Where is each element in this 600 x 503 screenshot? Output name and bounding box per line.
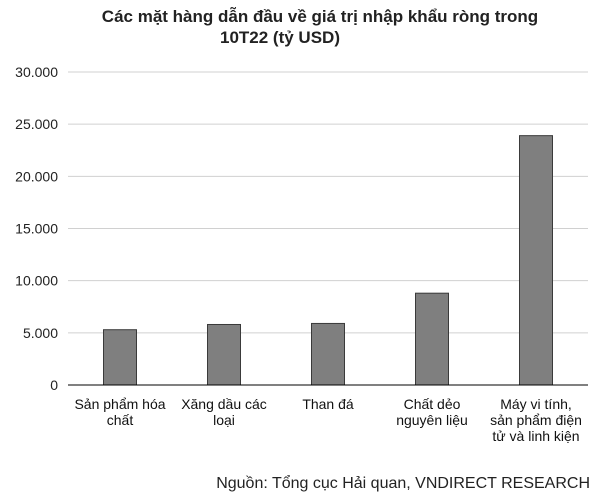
chart-title-line-2: 10T22 (tỷ USD) [220, 28, 340, 47]
chart-title-line-1: Các mặt hàng dẫn đầu về giá trị nhập khẩ… [101, 7, 539, 26]
gridlines [68, 71, 588, 334]
x-category-label: Xăng dầu các loại [181, 396, 267, 428]
y-tick-label: 5.000 [23, 325, 58, 341]
bar [311, 322, 345, 386]
x-category-label: Máy vi tính, sản phẩm điện tử và linh kiện [490, 396, 582, 444]
bars [103, 135, 553, 386]
y-tick-label: 10.000 [15, 273, 58, 289]
bar [415, 292, 449, 386]
x-category-label: Chất dẻo nguyên liệu [396, 396, 468, 428]
x-category-label: Than đá [302, 396, 354, 412]
bar [519, 135, 553, 386]
bar-chart: 0 5.000 10.000 15.000 20.000 25.000 30.000 Sản… [15, 64, 588, 444]
y-tick-label: 15.000 [15, 221, 58, 237]
y-tick-label: 30.000 [15, 64, 58, 80]
y-tick-label: 0 [50, 377, 58, 393]
y-axis-tick-labels: 0 5.000 10.000 15.000 20.000 25.000 30.000 [15, 64, 58, 393]
bar [103, 329, 137, 386]
bar [207, 323, 241, 386]
y-tick-label: 25.000 [15, 116, 58, 132]
x-category-label: Sản phẩm hóa chất [74, 396, 165, 428]
y-tick-label: 20.000 [15, 168, 58, 184]
source-note: Nguồn: Tổng cục Hải quan, VNDIRECT RESEA… [216, 475, 590, 492]
x-axis-category-labels: Sản phẩm hóa chất Xăng dầu các loại Than đá C… [74, 396, 581, 444]
chart-title: Các mặt hàng dẫn đầu về giá trị nhập khẩ… [0, 6, 600, 48]
